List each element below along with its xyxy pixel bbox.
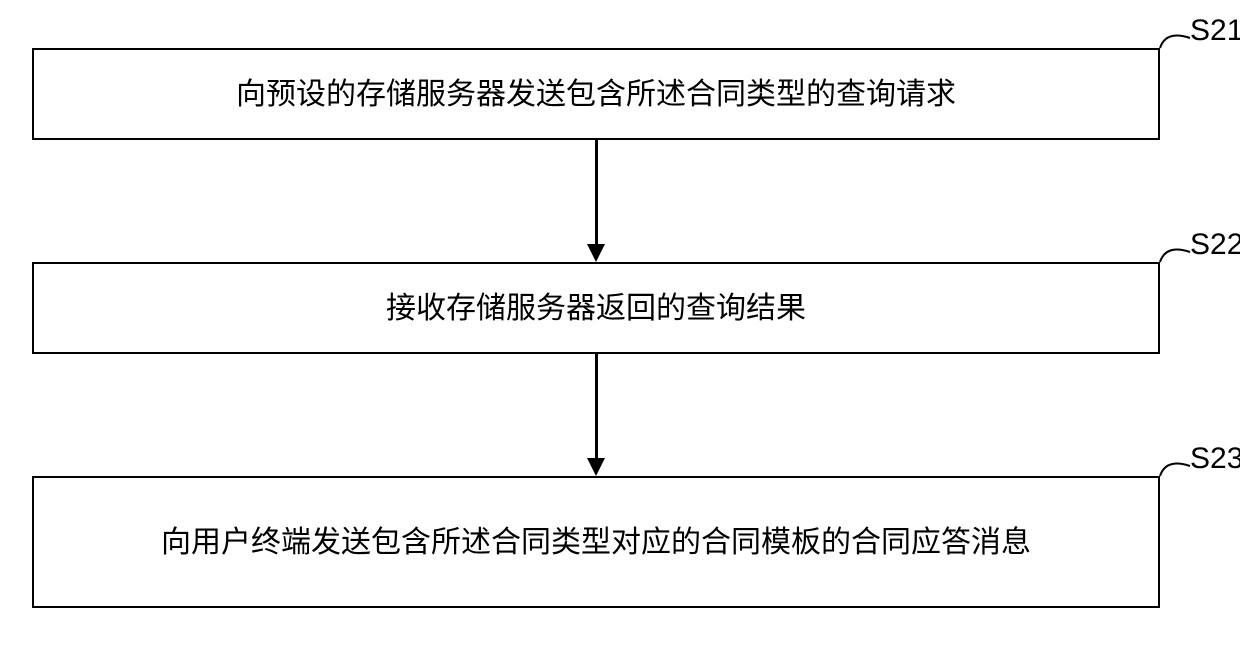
arrow-line	[595, 140, 598, 244]
step-text: 向用户终端发送包含所述合同类型对应的合同模板的合同应答消息	[161, 520, 1031, 565]
step-label-s23: S23	[1190, 442, 1240, 476]
arrow-head-icon	[587, 244, 605, 262]
step-text: 向预设的存储服务器发送包含所述合同类型的查询请求	[236, 72, 956, 117]
step-label-s21: S21	[1190, 14, 1240, 48]
step-text: 接收存储服务器返回的查询结果	[386, 286, 806, 331]
arrow-head-icon	[587, 458, 605, 476]
step-box-s23: 向用户终端发送包含所述合同类型对应的合同模板的合同应答消息	[32, 476, 1160, 608]
step-box-s21: 向预设的存储服务器发送包含所述合同类型的查询请求	[32, 48, 1160, 140]
step-box-s22: 接收存储服务器返回的查询结果	[32, 262, 1160, 354]
flowchart-canvas: 向预设的存储服务器发送包含所述合同类型的查询请求 S21 接收存储服务器返回的查询结…	[0, 0, 1240, 663]
step-label-s22: S22	[1190, 228, 1240, 262]
arrow-line	[595, 354, 598, 458]
